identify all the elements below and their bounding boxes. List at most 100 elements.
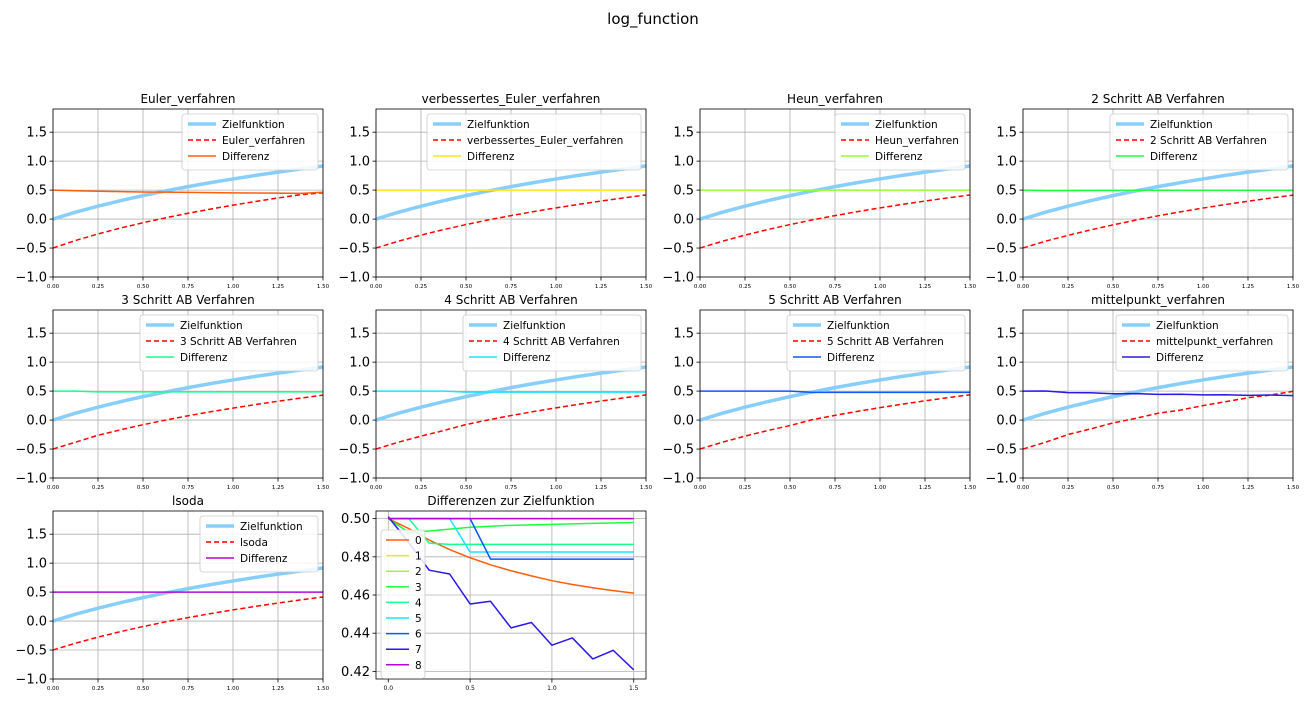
subplot-8: 0.00 0.25 0.50 0.75 1.00 1.25 1.50 −1.0 −0.5 0.0 0… [985, 293, 1299, 491]
legend-label: 1 [415, 551, 422, 563]
x-tick-label: 0.75 [182, 485, 195, 491]
series-line-2 [700, 194, 970, 249]
x-tick-label: 0.25 [92, 686, 105, 692]
x-tick-label: 0.75 [182, 686, 195, 692]
legend-label: Differenz [222, 151, 270, 163]
y-tick-label: 1.5 [996, 126, 1017, 141]
legend-label: 2 Schritt AB Verfahren [1150, 135, 1267, 147]
plot-area [700, 164, 970, 249]
y-tick-label: 0.5 [26, 385, 47, 400]
legend: Zielfunktion mittelpunkt_verfahren Differe… [1115, 314, 1289, 372]
series-line-2 [53, 596, 323, 651]
x-tick-label: 0.50 [137, 485, 150, 491]
y-tick-label: −0.5 [662, 242, 694, 257]
x-tick-label: 0.00 [1017, 284, 1030, 290]
legend-label: 8 [415, 660, 422, 672]
legend-box [426, 113, 642, 171]
y-tick-label: 1.5 [26, 327, 47, 342]
legend-label: 2 [415, 566, 422, 578]
x-tick-label: 1.00 [227, 485, 240, 491]
series-line-3 [53, 390, 323, 393]
y-tick-label: 1.0 [996, 356, 1017, 371]
x-tick-label: 0.50 [460, 284, 473, 290]
legend-label: verbessertes_Euler_verfahren [467, 135, 623, 147]
x-tick-label: 1.00 [227, 686, 240, 692]
series-line-3 [700, 390, 970, 394]
x-tick-label: 1.50 [317, 686, 330, 692]
series-line-3 [376, 390, 646, 393]
y-tick-label: 0.5 [996, 184, 1017, 199]
series-line-1 [376, 164, 646, 221]
x-tick-label: 0.00 [47, 485, 60, 491]
subplot-1: 0.00 0.25 0.50 0.75 1.00 1.25 1.50 −1.0 −0.5 0.0 0… [15, 92, 329, 290]
series-line-2 [53, 192, 323, 249]
x-tick-label: 1.50 [317, 284, 330, 290]
series-line-4 [387, 518, 634, 534]
x-tick-label: 1.25 [1242, 284, 1255, 290]
y-tick-label: 0.0 [26, 414, 47, 429]
legend-label: 4 Schritt AB Verfahren [503, 336, 620, 348]
legend-label: 5 [415, 613, 422, 625]
x-tick-label: 0.50 [460, 485, 473, 491]
x-tick-label: 1.50 [1287, 284, 1300, 290]
y-tick-label: 1.0 [673, 155, 694, 170]
legend-label: Differenz [180, 352, 228, 364]
y-tick-label: 0.5 [26, 184, 47, 199]
x-tick-label: 1.00 [227, 284, 240, 290]
x-tick-label: 0.50 [784, 284, 797, 290]
x-tick-label: 0.75 [1152, 284, 1165, 290]
series-line-3 [53, 189, 323, 195]
subplot-title: Euler_verfahren [140, 92, 235, 106]
y-tick-label: −1.0 [15, 673, 47, 688]
legend-box [139, 314, 319, 372]
x-tick-label: 1.00 [1197, 284, 1210, 290]
y-tick-label: 0.42 [341, 665, 370, 680]
y-tick-label: 1.5 [349, 327, 370, 342]
legend-label: Heun_verfahren [875, 135, 959, 147]
x-tick-label: 0.00 [370, 284, 383, 290]
y-tick-label: −0.5 [662, 443, 694, 458]
subplot-4: 0.00 0.25 0.50 0.75 1.00 1.25 1.50 −1.0 −0.5 0.0 0… [985, 92, 1299, 290]
y-tick-label: −0.5 [985, 443, 1017, 458]
y-tick-label: −0.5 [15, 242, 47, 257]
x-tick-label: 0.50 [1107, 485, 1120, 491]
x-tick-label: 1.25 [272, 284, 285, 290]
series-line-2 [1023, 390, 1293, 450]
x-tick-label: 0.0 [383, 685, 393, 692]
x-tick-label: 0.75 [829, 485, 842, 491]
series-line-3 [1023, 390, 1293, 397]
x-tick-label: 1.25 [595, 284, 608, 290]
y-tick-label: 0.0 [996, 213, 1017, 228]
x-tick-label: 0.50 [1107, 284, 1120, 290]
x-tick-label: 0.5 [465, 685, 475, 692]
legend: Zielfunktion 5 Schritt AB Verfahren Differ… [786, 314, 966, 372]
series-line-2 [53, 394, 323, 450]
x-tick-label: 1.00 [550, 284, 563, 290]
legend-label: 3 [415, 582, 422, 594]
y-tick-label: −1.0 [985, 472, 1017, 487]
legend-label: Zielfunktion [222, 119, 285, 131]
y-tick-label: 1.5 [996, 327, 1017, 342]
legend-label: 0 [415, 535, 422, 547]
x-tick-label: 0.25 [415, 284, 428, 290]
x-tick-label: 0.75 [182, 284, 195, 290]
legend-label: Zielfunktion [240, 521, 303, 533]
y-tick-label: 0.0 [996, 414, 1017, 429]
series-line-8 [387, 516, 635, 671]
x-tick-label: 0.50 [137, 284, 150, 290]
x-tick-label: 0.75 [1152, 485, 1165, 491]
y-tick-label: 0.0 [349, 414, 370, 429]
figure-title: log_function [607, 10, 699, 29]
legend-label: Zielfunktion [827, 320, 890, 332]
subplot-title: 4 Schritt AB Verfahren [444, 293, 577, 307]
subplot-7: 0.00 0.25 0.50 0.75 1.00 1.25 1.50 −1.0 −0.5 0.0 0… [662, 293, 976, 491]
plot-area [700, 365, 970, 450]
subplot-10: 0.0 0.5 1.0 1.5 0.42 0.44 0.46 0.48 0.50 Differen… [341, 494, 647, 692]
x-tick-label: 1.50 [964, 284, 977, 290]
legend-label: Zielfunktion [875, 119, 938, 131]
legend-label: Zielfunktion [180, 320, 243, 332]
legend-label: mittelpunkt_verfahren [1156, 336, 1273, 348]
x-tick-label: 1.00 [1197, 485, 1210, 491]
legend-label: 6 [415, 629, 422, 641]
